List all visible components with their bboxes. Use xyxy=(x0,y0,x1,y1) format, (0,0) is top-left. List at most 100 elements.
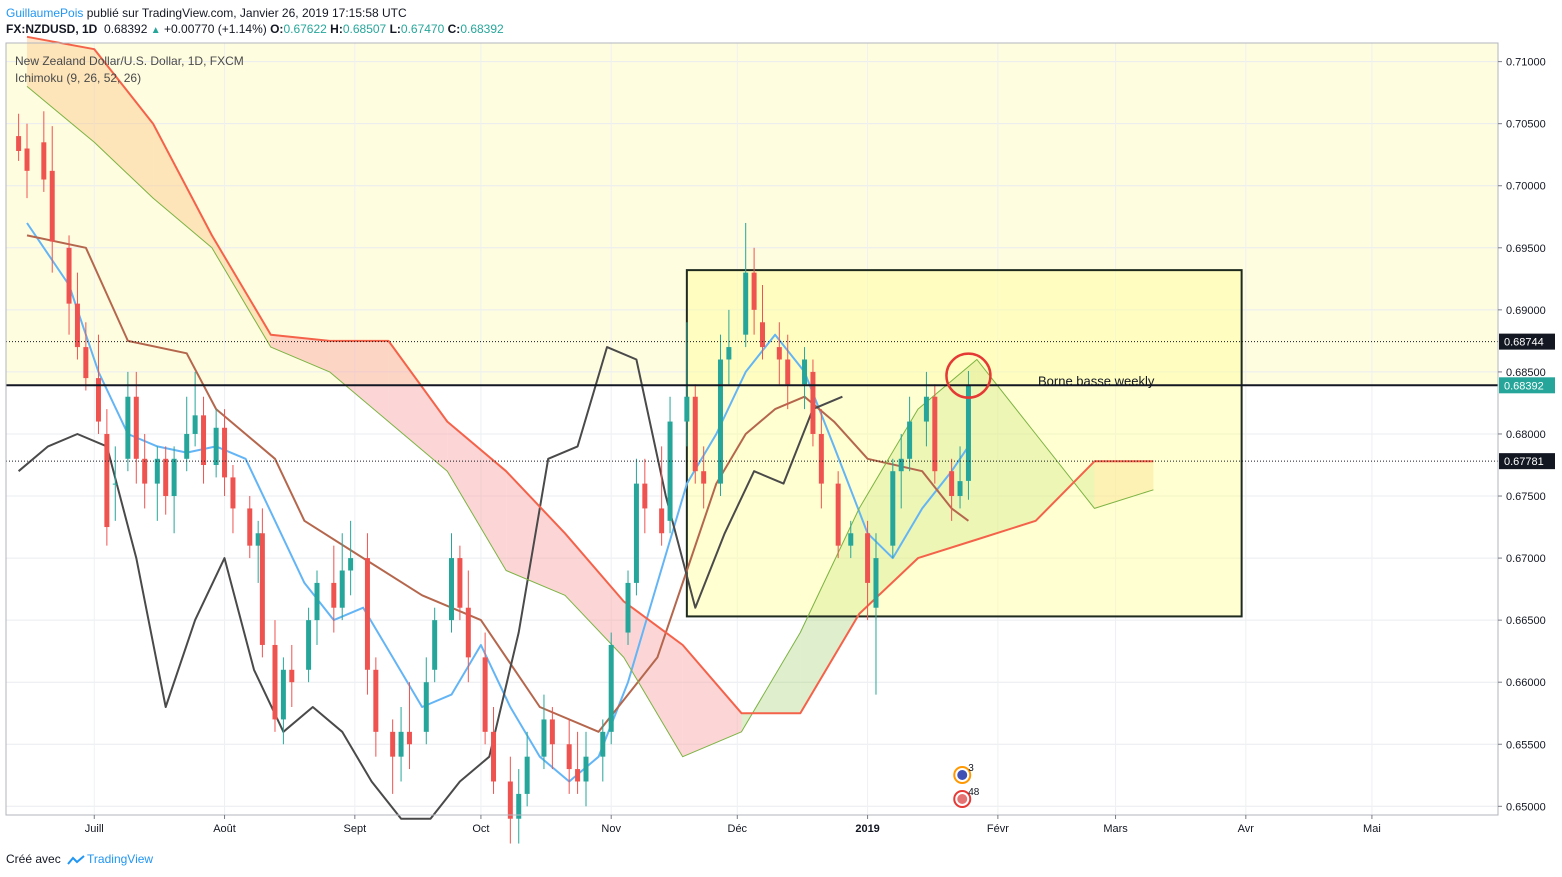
candle xyxy=(331,545,337,633)
x-tick-label: Oct xyxy=(472,823,489,835)
candle xyxy=(667,396,673,534)
candle xyxy=(49,126,55,273)
candle-body xyxy=(230,477,236,509)
ichimoku-cloud-segment xyxy=(153,123,212,248)
candle-body xyxy=(898,458,904,472)
candle xyxy=(83,322,89,391)
candle xyxy=(776,322,782,385)
ichimoku-cloud-segment xyxy=(211,235,271,348)
candle xyxy=(949,458,955,521)
candle xyxy=(423,657,429,745)
open-value: 0.67622 xyxy=(283,22,327,36)
candle xyxy=(163,446,169,515)
candle-body xyxy=(751,272,757,310)
candle-body xyxy=(810,371,816,434)
candle-body xyxy=(66,247,72,304)
candle-body xyxy=(154,458,160,484)
candle-body xyxy=(373,669,379,732)
event-flag-inner-icon xyxy=(957,770,968,780)
footer: Créé avec TradingView xyxy=(6,852,153,866)
candle-body xyxy=(848,533,854,546)
candle xyxy=(608,632,614,745)
candle xyxy=(171,446,177,534)
ichimoku-cloud-segment xyxy=(27,36,95,143)
candle-body xyxy=(364,558,370,670)
candle xyxy=(760,285,766,360)
author-link[interactable]: GuillaumePois xyxy=(6,6,84,20)
candle-body xyxy=(659,508,665,534)
candle xyxy=(541,694,547,770)
x-tick-label: Avr xyxy=(1238,823,1255,835)
price-tag-label: 0.68392 xyxy=(1504,380,1544,392)
ichimoku-cloud-segment xyxy=(329,340,389,422)
candle-body xyxy=(74,303,80,348)
close-value: 0.68392 xyxy=(460,22,504,36)
low-label: L: xyxy=(389,22,401,36)
candle xyxy=(785,334,791,410)
x-tick-label: Juill xyxy=(85,823,104,835)
candle-body xyxy=(213,427,219,465)
ohlc-bar: FX:NZDUSD, 1D 0.68392 ▲ +0.00770 (+1.14%… xyxy=(6,22,504,36)
candle-body xyxy=(835,483,841,546)
candle-body xyxy=(717,359,723,484)
chart-legend-title: New Zealand Dollar/U.S. Dollar, 1D, FXCM xyxy=(15,54,244,68)
candle xyxy=(491,707,497,794)
candle xyxy=(133,371,139,484)
candle xyxy=(566,719,572,794)
candle xyxy=(448,533,454,633)
tradingview-link[interactable]: TradingView xyxy=(87,852,154,866)
candle-body xyxy=(818,433,824,484)
price-tag xyxy=(1499,453,1555,470)
x-tick-label: Nov xyxy=(601,823,621,835)
candle-body xyxy=(667,421,673,521)
candle-body xyxy=(743,272,749,335)
candle-body xyxy=(331,582,337,608)
candle-body xyxy=(423,682,429,732)
candle-body xyxy=(184,433,190,459)
publish-info: GuillaumePois publié sur TradingView.com… xyxy=(6,6,407,20)
candle-body xyxy=(125,396,131,459)
chart-legend-indicator: Ichimoku (9, 26, 52, 26) xyxy=(15,71,141,85)
ichimoku-cloud-segment xyxy=(94,49,154,199)
candle xyxy=(633,458,639,596)
candle-body xyxy=(491,731,497,782)
candle-body xyxy=(583,756,589,782)
candle-body xyxy=(104,433,110,528)
ichimoku-cloud-segment xyxy=(447,421,507,571)
candle xyxy=(201,396,207,484)
close-label: C: xyxy=(447,22,461,36)
y-tick-label: 0.69000 xyxy=(1506,305,1546,317)
y-tick-label: 0.65000 xyxy=(1506,801,1546,813)
candle xyxy=(717,334,723,497)
y-tick-label: 0.70000 xyxy=(1506,181,1546,193)
candle xyxy=(16,113,22,161)
x-tick-label: Sept xyxy=(344,823,367,835)
candle-body xyxy=(684,396,690,422)
candle-body xyxy=(907,421,913,459)
published-text: publié sur TradingView.com, Janvier 26, … xyxy=(86,6,407,20)
plot-frame xyxy=(5,42,1499,816)
candle xyxy=(112,446,118,521)
candle xyxy=(142,433,148,509)
candle-body xyxy=(163,458,169,497)
candle-body xyxy=(608,644,614,732)
ichimoku-cloud-segment xyxy=(270,334,330,372)
candle xyxy=(818,409,824,509)
y-tick-label: 0.67000 xyxy=(1506,553,1546,565)
candle xyxy=(692,384,698,484)
candle xyxy=(398,707,404,782)
candle xyxy=(66,235,72,335)
candle xyxy=(314,570,320,645)
candle-body xyxy=(280,669,286,720)
candle xyxy=(810,359,816,447)
candle xyxy=(406,682,412,770)
candle xyxy=(364,533,370,695)
event-flag-inner-icon xyxy=(957,794,968,804)
candle-body xyxy=(507,781,513,819)
candle xyxy=(907,396,913,472)
candle-body xyxy=(259,533,265,645)
candle-body xyxy=(289,669,295,683)
y-tick-label: 0.65500 xyxy=(1506,739,1546,751)
candle xyxy=(74,272,80,360)
